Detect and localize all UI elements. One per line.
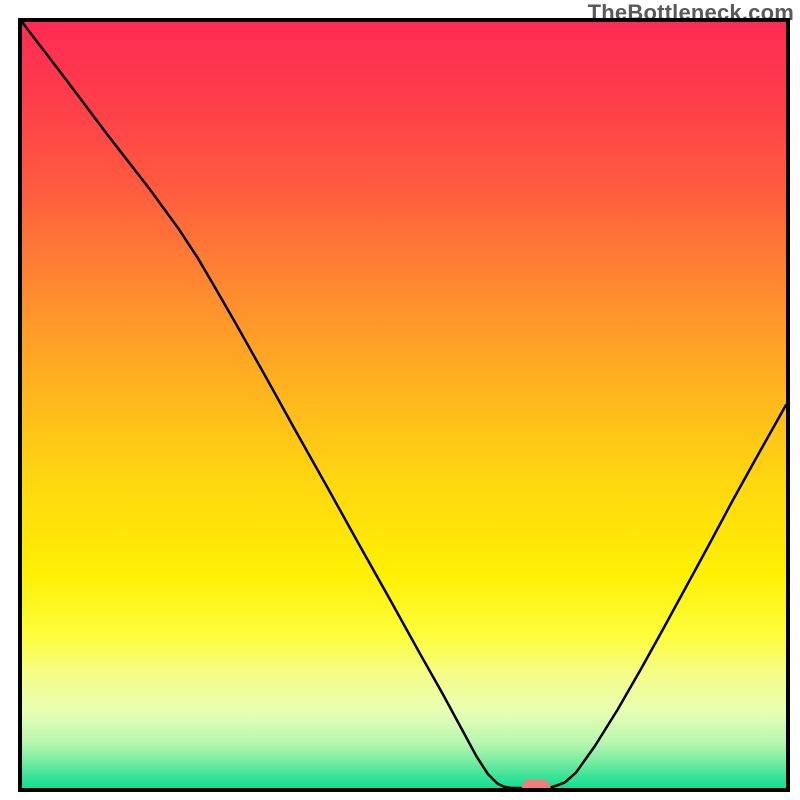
plot-svg bbox=[18, 18, 790, 792]
gradient-background bbox=[22, 22, 786, 788]
plot-area bbox=[18, 18, 790, 792]
chart-container: TheBottleneck.com bbox=[0, 0, 800, 800]
